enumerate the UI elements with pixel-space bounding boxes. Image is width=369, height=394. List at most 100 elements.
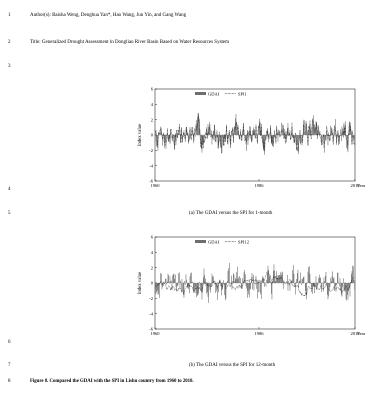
figure-caption: Figure 8. Compared the GDAI with the SPI…: [30, 379, 194, 384]
gdai-bar: [338, 135, 339, 146]
gdai-bar: [157, 283, 158, 291]
gdai-bar: [239, 135, 241, 140]
gdai-bar: [219, 131, 220, 135]
gdai-bar: [222, 134, 223, 135]
gdai-bar: [313, 115, 314, 135]
gdai-bar: [183, 283, 184, 295]
gdai-bar: [249, 283, 251, 290]
gdai-bar: [178, 273, 179, 283]
gdai-bar: [351, 274, 352, 283]
gdai-bar: [179, 272, 180, 283]
gdai-bar: [249, 126, 250, 135]
y-tick-label: -2: [149, 296, 153, 301]
gdai-bar: [310, 281, 311, 283]
series-spi-line: [155, 270, 355, 297]
gdai-bar: [251, 279, 252, 283]
gdai-bar: [333, 135, 335, 137]
gdai-bar: [286, 135, 287, 143]
gdai-bar: [321, 135, 322, 144]
gdai-bar: [197, 283, 198, 296]
gdai-bar: [198, 112, 199, 135]
gdai-bar: [203, 268, 205, 283]
gdai-bar: [219, 135, 221, 143]
gdai-bar: [285, 135, 286, 140]
gdai-bar: [335, 283, 337, 292]
gdai-bar: [303, 276, 305, 283]
gdai-bar: [348, 283, 349, 292]
gdai-bar: [244, 135, 245, 136]
gdai-bar: [309, 126, 310, 135]
gdai-bar: [318, 126, 319, 135]
gdai-bar: [234, 281, 235, 283]
gdai-bar: [275, 135, 277, 139]
gdai-bar: [167, 273, 169, 283]
gdai-bar: [282, 124, 283, 135]
gdai-bar: [310, 129, 311, 135]
gdai-bar: [208, 126, 209, 135]
gdai-bar: [171, 283, 173, 290]
gdai-bar: [291, 132, 292, 135]
gdai-bar: [282, 272, 283, 283]
gdai-bar: [341, 283, 343, 297]
gdai-bar: [191, 272, 192, 283]
gdai-bar: [339, 278, 341, 283]
gdai-bar: [217, 135, 219, 149]
gdai-bar: [193, 283, 195, 289]
gdai-bar: [297, 273, 298, 283]
gdai-bar: [220, 135, 221, 148]
gdai-bar: [290, 281, 291, 283]
gdai-bar: [244, 269, 245, 283]
gdai-bar: [207, 283, 209, 297]
y-tick-label: 4: [151, 250, 154, 255]
gdai-bar: [185, 274, 187, 283]
gdai-bar: [340, 283, 341, 291]
gdai-bar: [261, 135, 263, 139]
gdai-bar: [289, 283, 290, 286]
gdai-bar: [294, 283, 295, 287]
gdai-bar: [328, 283, 329, 297]
gdai-bar: [312, 283, 313, 294]
gdai-bar: [233, 131, 235, 135]
gdai-bar: [188, 135, 189, 144]
gdai-bar: [203, 135, 205, 143]
gdai-bar: [329, 135, 330, 141]
gdai-bar: [299, 135, 301, 136]
gdai-bar: [173, 135, 175, 144]
gdai-bar: [331, 132, 333, 135]
gdai-bar: [293, 273, 295, 283]
gdai-bar: [286, 282, 287, 283]
gdai-bar: [247, 135, 249, 145]
gdai-bar: [330, 125, 331, 135]
gdai-bar: [230, 283, 231, 284]
gdai-bar: [247, 283, 249, 291]
gdai-bar: [287, 274, 288, 283]
legend-spi-label: SPI1: [238, 91, 247, 96]
series-gdai: [155, 112, 355, 155]
gdai-bar: [262, 276, 263, 283]
gdai-bar: [185, 283, 186, 285]
legend: GDAI SPI12: [195, 239, 249, 244]
gdai-bar: [252, 130, 253, 135]
gdai-bar: [298, 283, 299, 288]
gdai-bar: [302, 278, 303, 283]
gdai-bar: [205, 278, 206, 283]
gdai-bar: [309, 273, 311, 283]
gdai-bar: [184, 281, 185, 283]
y-tick-label: 6: [151, 87, 154, 92]
line-number-6: 6: [8, 340, 11, 345]
gdai-bar: [349, 283, 351, 297]
gdai-bar: [327, 283, 329, 300]
series-gdai: [155, 262, 355, 303]
gdai-bar: [265, 135, 266, 140]
gdai-bar: [319, 274, 320, 283]
gdai-bar: [228, 135, 229, 139]
gdai-bar: [327, 283, 328, 295]
gdai-bar: [197, 283, 199, 296]
gdai-bar: [311, 126, 313, 135]
gdai-bar: [163, 283, 164, 286]
gdai-bar: [213, 276, 214, 283]
gdai-bar: [235, 277, 236, 283]
gdai-bar: [195, 128, 197, 135]
gdai-bar: [237, 130, 238, 135]
gdai-bar: [269, 275, 270, 283]
